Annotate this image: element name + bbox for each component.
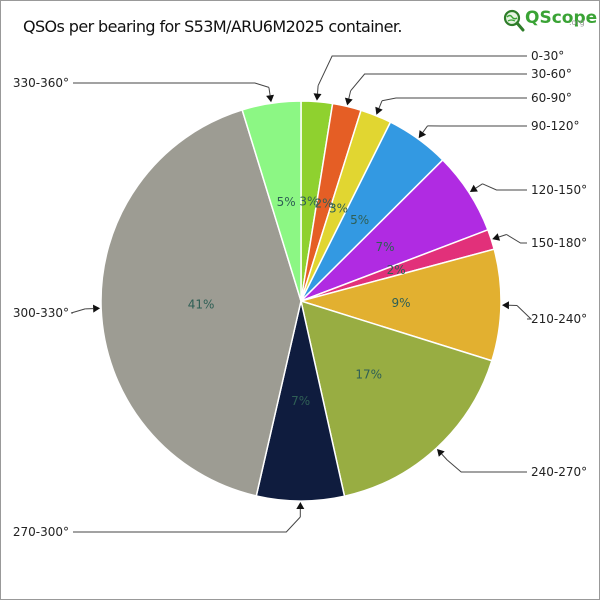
callout-line-300-330 xyxy=(70,308,86,314)
pie-percent-90-120: 5% xyxy=(350,213,369,227)
percent-labels-layer: 3%2%3%5%7%2%9%17%7%41%5% xyxy=(188,194,411,408)
pie-slice-210-240 xyxy=(298,248,502,362)
callout-line-30-60 xyxy=(350,73,527,92)
callout-label-0-30: 0-30° xyxy=(531,49,564,63)
callout-line-120-150 xyxy=(482,183,527,191)
callout-stem-120-150 xyxy=(475,183,483,189)
callout-line-0-30 xyxy=(317,55,527,86)
pie-slice-330-360 xyxy=(241,100,302,302)
callout-label-240-270: 240-270° xyxy=(531,465,587,479)
pie-percent-120-150: 7% xyxy=(375,240,394,254)
callout-arrow-90-120 xyxy=(418,130,427,139)
pie-percent-300-330: 41% xyxy=(188,298,215,312)
callout-arrow-270-300 xyxy=(296,502,305,509)
slices-layer xyxy=(100,100,502,502)
callout-arrow-0-30 xyxy=(313,93,322,101)
pie-percent-0-30: 3% xyxy=(299,194,318,208)
callouts-layer: 0-30° 30-60° 60-90° 90-120° 120-150° 150-180°… xyxy=(13,49,587,539)
callout-label-330-360: 330-360° xyxy=(13,76,69,90)
callout-stem-240-270 xyxy=(441,453,448,461)
callout-label-150-180: 150-180° xyxy=(531,236,587,250)
pie-percent-210-240: 9% xyxy=(391,296,410,310)
pie-slice-300-330 xyxy=(100,108,302,497)
callout-line-150-180 xyxy=(506,234,527,244)
callout-label-90-120: 90-120° xyxy=(531,119,580,133)
callout-line-60-90 xyxy=(381,97,527,102)
callout-label-30-60: 30-60° xyxy=(531,67,572,81)
pie-percent-270-300: 7% xyxy=(291,394,310,408)
callout-stem-0-30 xyxy=(317,85,319,94)
callout-line-240-270 xyxy=(446,459,527,473)
qscope-logo[interactable]: QScope .org xyxy=(501,6,597,36)
callout-arrow-120-150 xyxy=(469,184,478,192)
callout-stem-30-60 xyxy=(348,90,352,99)
callout-arrow-300-330 xyxy=(93,304,101,313)
callout-label-120-150: 120-150° xyxy=(531,183,587,197)
pie-percent-30-60: 2% xyxy=(314,197,333,211)
logo-suffix: .org xyxy=(569,18,585,27)
callout-label-300-330: 300-330° xyxy=(13,306,69,320)
pie-percent-240-270: 17% xyxy=(355,368,382,382)
callout-arrow-240-270 xyxy=(437,449,445,457)
callout-stem-60-90 xyxy=(378,100,383,109)
pie-percent-330-360: 5% xyxy=(277,195,296,209)
pie-percent-150-180: 2% xyxy=(387,263,406,277)
pie-percent-60-90: 3% xyxy=(329,201,348,215)
magnifier-globe-icon xyxy=(503,9,525,32)
callout-arrow-210-240 xyxy=(502,301,509,310)
chart-title: QSOs per bearing for S53M/ARU6M2025 cont… xyxy=(23,17,402,36)
callout-label-210-240: 210-240° xyxy=(531,312,587,326)
callout-stem-90-120 xyxy=(422,125,428,133)
callout-line-210-240 xyxy=(516,305,533,320)
callout-label-270-300: 270-300° xyxy=(13,525,69,539)
callout-arrow-60-90 xyxy=(375,106,383,115)
pie-slice-240-270 xyxy=(299,299,493,498)
logo-text: QScope xyxy=(525,8,598,28)
callout-line-330-360 xyxy=(73,82,270,88)
callout-label-60-90: 60-90° xyxy=(531,91,572,105)
callout-stem-150-180 xyxy=(498,234,507,238)
callout-arrow-30-60 xyxy=(344,97,353,106)
callout-stem-330-360 xyxy=(268,87,271,96)
callout-arrow-150-180 xyxy=(492,233,501,241)
callout-arrow-330-360 xyxy=(266,94,274,103)
callout-line-270-300 xyxy=(73,516,301,533)
